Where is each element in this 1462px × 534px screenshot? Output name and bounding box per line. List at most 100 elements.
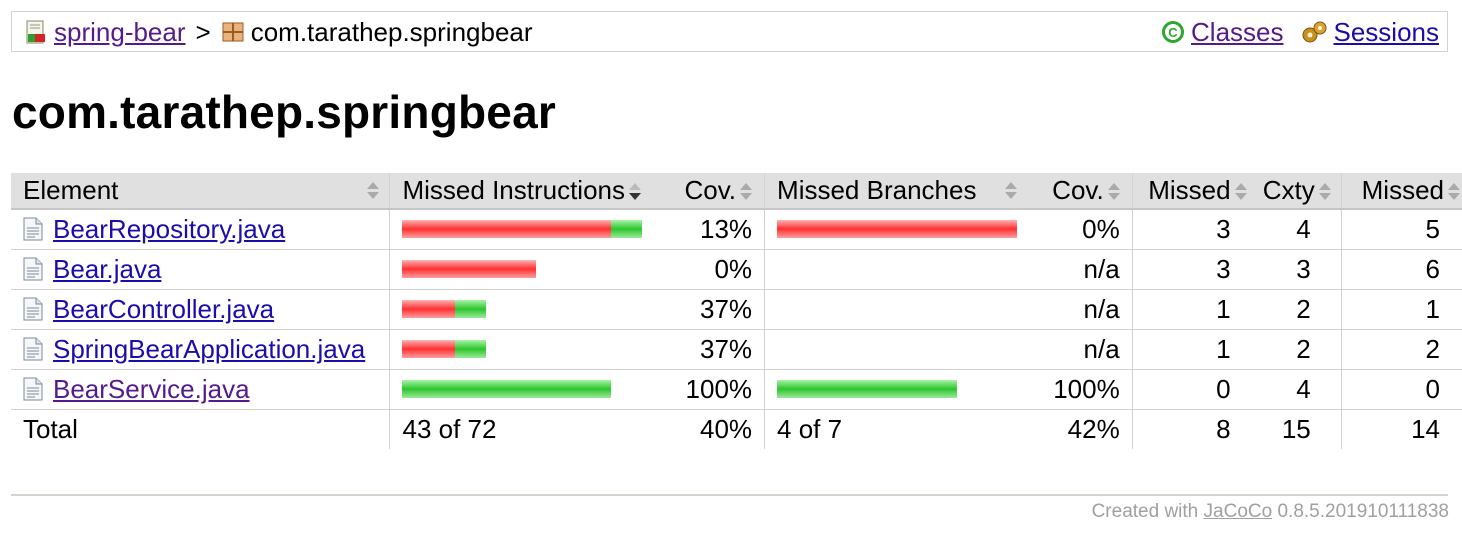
missed-lines-cell: 1 xyxy=(1340,289,1462,330)
instructions-bar-cell xyxy=(389,369,655,410)
sort-icon xyxy=(365,181,380,201)
footer: Created with JaCoCo 0.8.5.201910111838 xyxy=(1091,501,1449,522)
missed-bar-segment xyxy=(402,220,612,239)
branch-coverage-cell: n/a xyxy=(1029,329,1133,370)
complexity-cell: 4 xyxy=(1248,369,1342,410)
branches-bar-cell xyxy=(764,329,1030,370)
missed-complexity-cell: 3 xyxy=(1131,209,1249,250)
missed-bar-segment xyxy=(402,340,456,358)
missed-lines-cell: 2 xyxy=(1340,329,1462,370)
sort-desc-icon xyxy=(627,182,642,202)
table-row: BearRepository.java 13% 0% 3 4 5 xyxy=(11,209,1462,250)
source-file-link[interactable]: BearController.java xyxy=(53,293,275,324)
branches-bar-cell xyxy=(764,249,1030,290)
report-icon xyxy=(26,20,45,44)
sort-icon xyxy=(1106,182,1120,202)
branches-bar xyxy=(777,380,1017,398)
table-row: BearController.java 37% n/a 1 2 1 xyxy=(11,289,1462,330)
instr-coverage-cell: 0% xyxy=(654,249,765,290)
missed-lines-cell: 5 xyxy=(1340,209,1462,250)
instructions-bar-cell xyxy=(389,289,655,330)
package-icon xyxy=(222,22,244,42)
element-cell: BearController.java xyxy=(11,289,390,330)
breadcrumb-root-link[interactable]: spring-bear xyxy=(54,17,186,47)
table-row: BearService.java 100% 100% 0 4 0 xyxy=(11,369,1462,410)
missed-complexity-cell: 1 xyxy=(1131,329,1249,370)
covered-bar-segment xyxy=(402,380,612,398)
header-branch-coverage[interactable]: Cov. xyxy=(1029,173,1133,210)
branch-coverage-cell: 0% xyxy=(1029,209,1133,250)
source-file-icon xyxy=(23,377,43,401)
instructions-bar xyxy=(402,380,642,398)
complexity-cell: 2 xyxy=(1248,329,1342,370)
source-file-link[interactable]: Bear.java xyxy=(53,253,162,284)
covered-bar-segment xyxy=(611,220,643,239)
total-missed-complexity: 8 xyxy=(1131,409,1249,449)
header-element[interactable]: Element xyxy=(11,173,390,210)
sort-icon xyxy=(1446,182,1460,202)
header-missed-complexity[interactable]: Missed xyxy=(1131,173,1249,210)
instr-coverage-cell: 100% xyxy=(654,369,765,410)
table-row: Bear.java 0% n/a 3 3 6 xyxy=(11,249,1462,290)
sort-icon xyxy=(738,182,753,202)
header-missed-branches[interactable]: Missed Branches xyxy=(764,173,1030,210)
instructions-bar xyxy=(402,220,643,239)
instructions-bar xyxy=(402,300,642,318)
sessions-link[interactable]: Sessions xyxy=(1333,17,1440,47)
header-missed-lines[interactable]: Missed xyxy=(1340,173,1462,210)
source-file-link[interactable]: SpringBearApplication.java xyxy=(53,333,366,364)
branches-bar xyxy=(777,220,1018,239)
branches-bar-cell xyxy=(764,289,1030,330)
element-cell: BearRepository.java xyxy=(11,209,390,250)
total-branches: 4 of 7 xyxy=(764,409,1030,449)
source-file-icon xyxy=(23,257,43,281)
total-instr-coverage: 40% xyxy=(699,413,753,444)
missed-complexity-cell: 1 xyxy=(1131,289,1249,330)
instructions-bar xyxy=(402,260,642,278)
source-file-link[interactable]: BearRepository.java xyxy=(53,213,286,244)
header-missed-instructions[interactable]: Missed Instructions xyxy=(389,173,655,210)
covered-bar-segment xyxy=(455,300,487,318)
svg-text:C: C xyxy=(1168,25,1178,40)
total-complexity: 15 xyxy=(1281,413,1311,444)
sort-icon xyxy=(1003,181,1018,201)
covered-bar-segment xyxy=(455,340,487,358)
missed-complexity-cell: 0 xyxy=(1131,369,1249,410)
branch-coverage-cell: n/a xyxy=(1029,249,1133,290)
instr-coverage-cell: 13% xyxy=(654,209,765,250)
missed-complexity-cell: 3 xyxy=(1131,249,1249,290)
classes-link[interactable]: Classes xyxy=(1191,17,1284,47)
total-branch-coverage: 42% xyxy=(1067,413,1120,444)
source-file-icon xyxy=(23,297,43,321)
branch-coverage-cell: n/a xyxy=(1029,289,1133,330)
coverage-table: Element Missed Instructions Cov. Missed … xyxy=(11,173,1462,449)
instructions-bar-cell xyxy=(389,209,655,250)
total-missed-lines: 14 xyxy=(1340,409,1462,449)
total-label: Total xyxy=(23,413,78,444)
missed-lines-cell: 6 xyxy=(1340,249,1462,290)
jacoco-link[interactable]: JaCoCo xyxy=(1203,501,1273,522)
table-row: SpringBearApplication.java 37% n/a 1 2 2 xyxy=(11,329,1462,370)
instr-coverage-cell: 37% xyxy=(654,329,765,370)
sort-icon xyxy=(1233,182,1247,202)
instructions-bar-cell xyxy=(389,329,655,370)
covered-bar-segment xyxy=(777,380,958,398)
branch-coverage-cell: 100% xyxy=(1029,369,1133,410)
sessions-icon xyxy=(1302,21,1326,43)
source-file-link[interactable]: BearService.java xyxy=(53,373,250,404)
complexity-cell: 4 xyxy=(1248,209,1342,250)
element-cell: SpringBearApplication.java xyxy=(11,329,390,370)
header-complexity[interactable]: Cxty xyxy=(1248,173,1342,210)
breadcrumb-separator: > xyxy=(195,17,211,47)
footer-divider xyxy=(11,494,1448,496)
missed-bar-segment xyxy=(777,220,1018,239)
element-cell: Bear.java xyxy=(11,249,390,290)
instructions-bar xyxy=(402,340,642,358)
source-file-icon xyxy=(23,217,43,241)
missed-bar-segment xyxy=(402,260,537,278)
missed-lines-cell: 0 xyxy=(1340,369,1462,410)
complexity-cell: 3 xyxy=(1248,249,1342,290)
element-cell: BearService.java xyxy=(11,369,390,410)
total-instructions: 43 of 72 xyxy=(389,409,655,449)
header-instr-coverage[interactable]: Cov. xyxy=(654,173,765,210)
